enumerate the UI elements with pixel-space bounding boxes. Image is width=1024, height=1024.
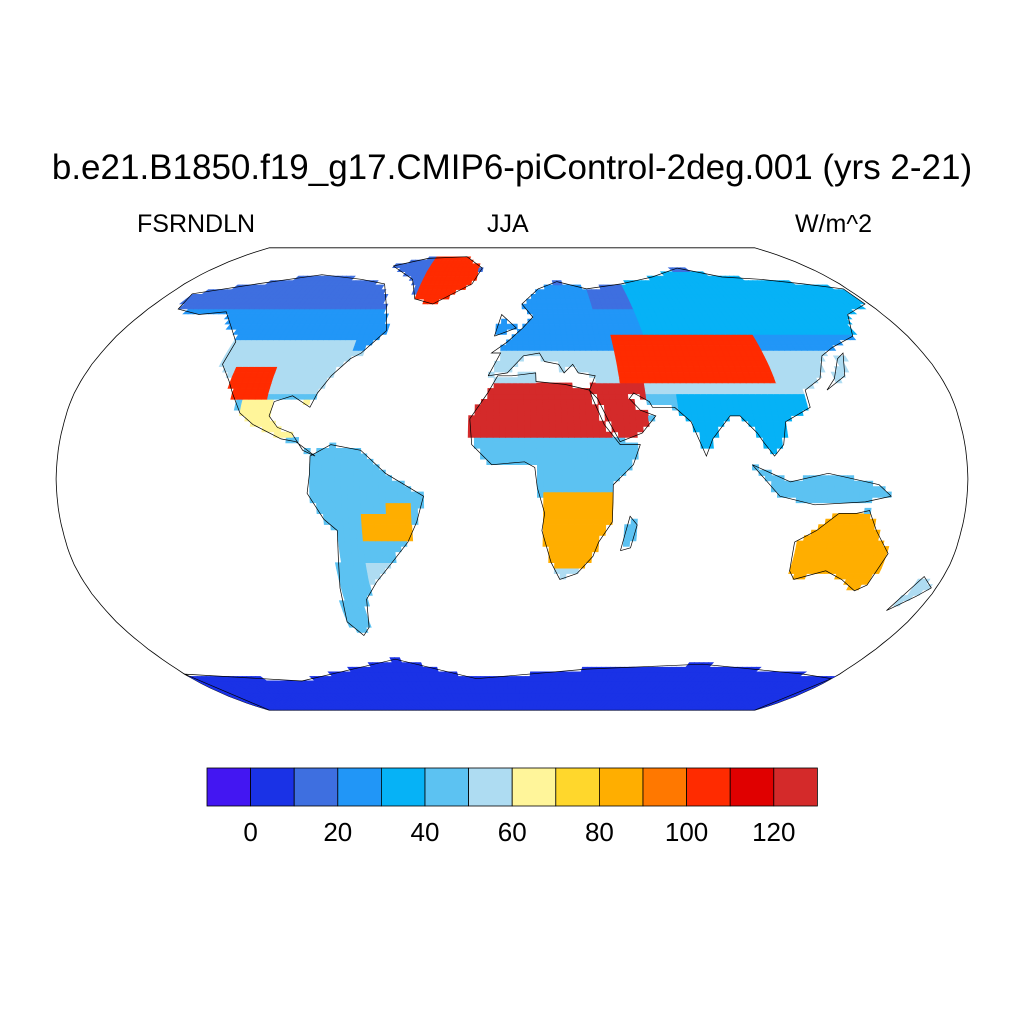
variable-label: FSRNDLN — [137, 210, 256, 238]
colorbar-box — [511, 767, 557, 807]
colorbar-tick-label: 20 — [323, 817, 352, 847]
colorbar-box — [773, 767, 818, 807]
colorbar-tick-label: 0 — [243, 817, 257, 847]
colorbar-box — [337, 767, 382, 807]
season-label: JJA — [487, 210, 529, 238]
colorbar-box — [555, 767, 600, 807]
colorbar-box — [599, 767, 644, 807]
colorbar-box — [686, 767, 731, 807]
colorbar-tick-label: 40 — [411, 817, 440, 847]
land-field — [177, 256, 933, 711]
colorbar-box — [380, 767, 426, 807]
colorbar-box — [250, 767, 295, 807]
chart-title: b.e21.B1850.f19_g17.CMIP6-piControl-2deg… — [51, 148, 973, 187]
colorbar-box — [729, 767, 775, 807]
colorbar-box — [424, 767, 469, 807]
map-outline — [55, 247, 969, 711]
colorbar-box — [293, 767, 339, 807]
colorbar-box — [642, 767, 687, 807]
units-label: W/m^2 — [795, 210, 873, 238]
colorbar-box — [468, 767, 513, 807]
colorbar-box — [206, 767, 251, 807]
